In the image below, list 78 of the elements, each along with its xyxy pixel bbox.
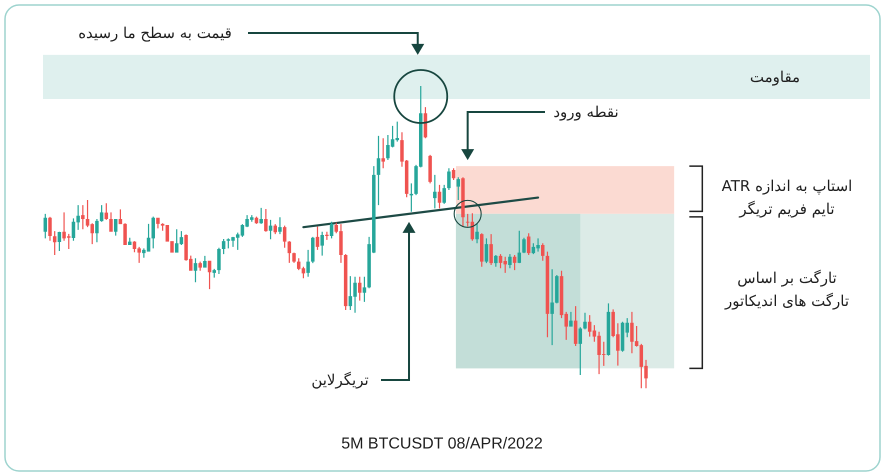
candlestick bbox=[194, 258, 198, 282]
candlestick bbox=[123, 223, 127, 246]
candlestick bbox=[198, 262, 202, 271]
candlestick bbox=[217, 248, 221, 274]
candlestick bbox=[526, 233, 530, 255]
candlestick bbox=[438, 184, 442, 208]
candlestick bbox=[254, 216, 258, 224]
candlestick bbox=[114, 219, 118, 236]
candlestick bbox=[316, 226, 320, 250]
candlestick bbox=[104, 203, 108, 220]
candlestick bbox=[522, 238, 526, 254]
candlestick bbox=[44, 214, 48, 238]
annotation: تریگرلاین bbox=[311, 371, 369, 389]
text: 5M BTCUSDT 08/APR/2022 bbox=[341, 436, 543, 452]
candlestick bbox=[424, 107, 428, 138]
candlestick bbox=[541, 243, 544, 261]
candlestick bbox=[268, 220, 272, 240]
candlestick bbox=[288, 241, 292, 263]
band-label: مقاومت bbox=[750, 68, 800, 86]
candlestick bbox=[109, 212, 113, 232]
candlestick bbox=[344, 254, 348, 310]
candlestick bbox=[428, 154, 432, 184]
candlestick bbox=[325, 232, 329, 240]
candlestick bbox=[208, 260, 212, 290]
candlestick bbox=[546, 252, 550, 338]
candlestick bbox=[306, 250, 310, 277]
candlestick bbox=[81, 205, 85, 230]
candlestick bbox=[583, 312, 587, 330]
candlestick bbox=[212, 268, 216, 278]
text: تایم فریم تریگر bbox=[738, 200, 835, 218]
candlestick bbox=[452, 168, 456, 180]
candlestick bbox=[475, 224, 479, 244]
candlestick bbox=[447, 168, 451, 190]
candlestick bbox=[376, 136, 380, 206]
candlestick bbox=[48, 216, 52, 241]
candlestick bbox=[489, 234, 493, 265]
candlestick bbox=[503, 256, 507, 273]
candlestick bbox=[574, 306, 578, 346]
candlestick bbox=[259, 208, 263, 224]
candlestick bbox=[118, 209, 122, 224]
candlestick bbox=[569, 312, 573, 327]
candlestick bbox=[512, 254, 516, 270]
candlestick bbox=[606, 303, 610, 356]
candlestick bbox=[95, 219, 99, 242]
candlestick bbox=[264, 209, 268, 232]
candlestick bbox=[203, 256, 207, 268]
candlestick bbox=[461, 177, 465, 227]
candlestick bbox=[156, 218, 160, 228]
candlestick bbox=[274, 224, 278, 234]
candlestick bbox=[381, 138, 385, 168]
candlestick bbox=[52, 231, 56, 255]
text: استاپ به اندازه ATR bbox=[722, 177, 852, 195]
candlestick bbox=[222, 238, 226, 254]
candlestick bbox=[58, 232, 62, 252]
candlestick bbox=[578, 327, 582, 375]
candlestick bbox=[508, 254, 512, 268]
candlestick bbox=[282, 226, 286, 248]
candlestick bbox=[494, 254, 498, 267]
candlestick bbox=[330, 222, 334, 238]
candlestick bbox=[100, 205, 104, 222]
candlestick bbox=[484, 238, 488, 264]
text: تارگت های اندیکاتور bbox=[724, 292, 850, 310]
candlestick bbox=[278, 217, 282, 234]
candlestick bbox=[442, 184, 446, 204]
candlestick bbox=[518, 230, 522, 264]
candlestick bbox=[292, 252, 296, 263]
candlestick bbox=[128, 238, 132, 246]
candlestick bbox=[358, 276, 362, 301]
candlestick bbox=[456, 177, 460, 200]
candlestick bbox=[151, 216, 155, 248]
candlestick bbox=[433, 174, 437, 208]
annotation: نقطه ورود bbox=[553, 103, 619, 121]
text: تارگت بر اساس bbox=[737, 269, 837, 287]
candlestick bbox=[362, 276, 366, 302]
candlestick bbox=[320, 232, 324, 256]
candlestick bbox=[480, 233, 484, 267]
text: قیمت به سطح ما رسیده bbox=[78, 24, 232, 42]
candlestick bbox=[311, 236, 315, 264]
